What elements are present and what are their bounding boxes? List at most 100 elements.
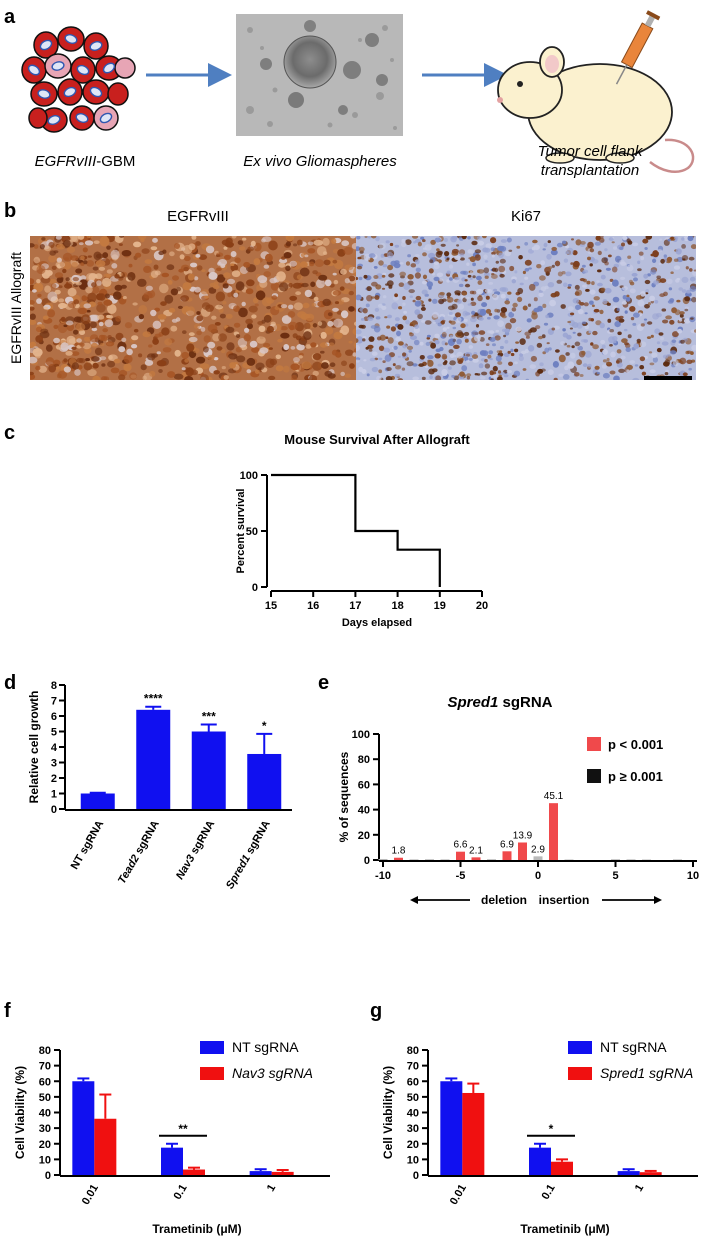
y-tick-label: 10 [407, 1154, 419, 1166]
ihc-image-egfrviii [30, 236, 370, 380]
y-axis-label: Percent survival [235, 489, 247, 574]
scale-bar [644, 376, 692, 380]
bar [456, 851, 465, 860]
y-tick-label: 0 [252, 582, 258, 594]
x-tick-label: Spred1 sgRNA [224, 818, 273, 891]
legend-label: NT sgRNA [600, 1039, 667, 1055]
panel-letter-d: d [4, 672, 17, 694]
x-tick-label: -10 [375, 870, 391, 882]
legend-label: NT sgRNA [232, 1039, 299, 1055]
bar [80, 793, 115, 809]
y-tick-label: 5 [51, 727, 57, 739]
x-axis-label: Days elapsed [342, 617, 412, 629]
bar [617, 1171, 640, 1175]
panel-letter-e: e [318, 672, 330, 694]
bar [72, 1081, 95, 1175]
bar [247, 753, 282, 809]
legend-label: Spred1 sgRNA [600, 1065, 693, 1081]
x-tick-label: 1 [633, 1183, 646, 1194]
bar [249, 1171, 272, 1175]
x-tick-label: 0.01 [448, 1183, 469, 1208]
mouse-icon [497, 46, 695, 173]
bar [529, 1147, 551, 1175]
y-axis-label: Cell Viability (%) [13, 1066, 27, 1159]
legend-swatch [587, 769, 601, 783]
x-axis-label-deletion: deletion [481, 893, 527, 907]
bar [183, 1169, 205, 1175]
bar [271, 1171, 294, 1175]
y-tick-label: 8 [51, 680, 57, 692]
data-label: 45.1 [544, 791, 564, 802]
y-tick-label: 30 [39, 1123, 51, 1135]
panel-letter-c: c [4, 422, 16, 444]
step3-label: Tumor cell flank transplantation [537, 143, 643, 179]
gliomasphere-micrograph [236, 14, 403, 136]
y-tick-label: 2 [51, 773, 57, 785]
gbm-cell-cluster-icon [21, 26, 136, 133]
y-tick-label: 80 [358, 754, 370, 766]
x-tick-label: 20 [476, 600, 488, 612]
y-tick-label: 50 [246, 526, 258, 538]
bar [551, 1161, 573, 1175]
x-tick-label: 0 [535, 870, 541, 882]
ihc-image-ki67 [356, 236, 696, 380]
y-tick-label: 40 [39, 1108, 51, 1120]
indel-chart: Spred1 sgRNA 0 20 40 60 80 100 -10 -5 0 5 10 % of se… [337, 694, 699, 907]
left-arrow-icon [410, 896, 418, 904]
data-label: 2.1 [469, 845, 483, 856]
y-tick-label: 40 [407, 1108, 419, 1120]
y-tick-label: 20 [358, 830, 370, 842]
y-tick-label: 20 [39, 1139, 51, 1151]
significance-label: * [549, 1122, 554, 1136]
x-tick-label: NT sgRNA [69, 818, 107, 871]
legend-swatch [568, 1067, 592, 1080]
x-tick-label: 5 [612, 870, 618, 882]
bar [440, 859, 450, 860]
data-label: 13.9 [513, 830, 533, 841]
significance-label: **** [144, 692, 163, 706]
data-label: 6.9 [500, 839, 514, 850]
panel-letter-g: g [370, 1000, 383, 1022]
x-tick-label: 19 [434, 600, 446, 612]
y-tick-label: 30 [407, 1123, 419, 1135]
bar [425, 859, 434, 860]
bar [487, 859, 496, 860]
y-tick-label: 7 [51, 696, 57, 708]
ihc-col-title-egfrviii: EGFRvIII [167, 208, 229, 225]
step1-label: EGFRvIII-GBM [34, 153, 136, 170]
bar [394, 857, 403, 860]
x-tick-label: 0.1 [540, 1183, 558, 1202]
bar [518, 842, 527, 860]
y-tick-label: 100 [240, 470, 258, 482]
x-tick-label: -5 [456, 870, 466, 882]
bar [533, 856, 543, 860]
bar [626, 859, 636, 860]
y-tick-label: 60 [39, 1076, 51, 1088]
survival-chart: Mouse Survival After Allograft 0 50 100 15 16… [235, 432, 488, 629]
y-axis-label: Relative cell growth [27, 691, 41, 804]
legend-swatch [200, 1067, 224, 1080]
bar [611, 859, 620, 860]
panel-letter-a: a [4, 6, 16, 28]
data-label: 2.9 [531, 844, 545, 855]
y-tick-label: 70 [407, 1061, 419, 1073]
bar [502, 851, 512, 860]
viability-chart-nav3: 0 10 20 30 40 50 60 70 80 Cell Viability (%) Trame… [13, 1039, 330, 1236]
x-tick-label: 17 [349, 600, 361, 612]
x-tick-label: 15 [265, 600, 277, 612]
bar [191, 731, 226, 809]
bar [673, 859, 682, 860]
y-tick-label: 0 [45, 1170, 51, 1182]
legend-label: Nav3 sgRNA [232, 1065, 313, 1081]
bar [440, 1081, 463, 1175]
legend-swatch [587, 737, 601, 751]
right-arrow-icon [654, 896, 662, 904]
panel-a-illustrations [21, 10, 695, 173]
significance-label: *** [202, 710, 216, 724]
y-tick-label: 20 [407, 1139, 419, 1151]
bar [471, 857, 481, 860]
y-tick-label: 60 [407, 1076, 419, 1088]
y-tick-label: 50 [407, 1092, 419, 1104]
bar [94, 1118, 117, 1175]
